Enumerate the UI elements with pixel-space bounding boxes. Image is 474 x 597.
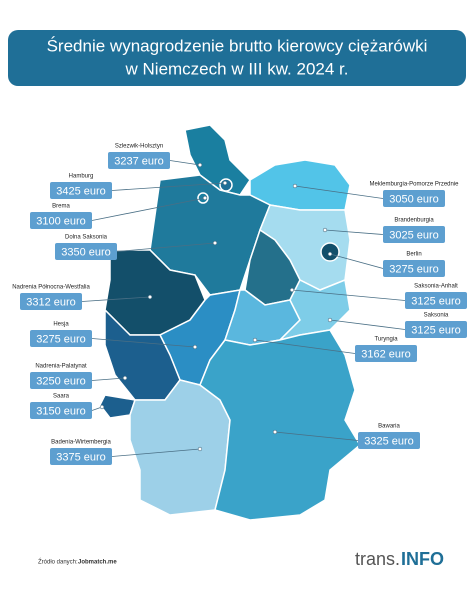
value-box	[30, 402, 92, 419]
region-value: 3425 euro	[56, 185, 106, 197]
region-value: 3150 euro	[36, 405, 86, 417]
region-shape	[129, 379, 231, 516]
region-name: Badenia-Wirtembergia	[51, 440, 111, 446]
region-value: 3350 euro	[61, 246, 111, 258]
leader-dot	[322, 227, 328, 233]
leader-dot	[99, 404, 105, 410]
region-name: Berlin	[406, 252, 421, 258]
region-name: Nadrenia-Palatynat	[35, 364, 87, 370]
value-box	[383, 226, 445, 243]
leader-dot	[327, 251, 333, 257]
value-box	[30, 372, 92, 389]
logo: trans.	[355, 549, 400, 569]
leader-line	[91, 338, 196, 348]
leader-line	[324, 229, 384, 235]
leader-dot	[197, 162, 203, 168]
leader-dot	[197, 446, 203, 452]
region-value: 3162 euro	[361, 348, 411, 360]
leader-line	[294, 185, 384, 199]
region-shape	[99, 394, 136, 419]
region-value: 3050 euro	[389, 193, 439, 205]
value-box	[383, 190, 445, 207]
logo: INFO	[401, 549, 444, 569]
region-value: 3312 euro	[26, 296, 76, 308]
value-box	[383, 260, 445, 277]
source: Jobmatch.me	[78, 560, 117, 566]
value-box	[20, 293, 82, 310]
value-box	[55, 243, 117, 260]
value-box	[405, 321, 467, 338]
leader-line	[111, 448, 201, 457]
leader-line	[169, 160, 201, 166]
region-name: Brandenburgia	[394, 218, 434, 224]
leader-dot	[147, 294, 153, 300]
value-box	[30, 212, 92, 229]
region-value: 3275 euro	[36, 333, 86, 345]
region-shape	[199, 329, 361, 521]
region-name: Saksonia-Anhalt	[414, 284, 458, 290]
leader-line	[329, 253, 384, 269]
region-value: 3275 euro	[389, 263, 439, 275]
leader-line	[274, 431, 359, 441]
labels: Szlezwik-Holsztyn 3237 euro Hamburg 3425 eu…	[12, 144, 467, 465]
value-box	[108, 152, 170, 169]
title-banner	[8, 30, 466, 86]
leader-dot	[272, 429, 278, 435]
leader-dot	[122, 375, 128, 381]
leader-dot	[202, 195, 208, 201]
map	[99, 124, 361, 521]
region-name: Nadrenia Północna-Westfalia	[12, 285, 90, 291]
value-box	[355, 345, 417, 362]
region-name: Bawaria	[378, 424, 400, 430]
leader-line	[254, 339, 356, 354]
leader-line	[329, 319, 406, 330]
region-value: 3325 euro	[364, 435, 414, 447]
region-name: Saara	[53, 394, 70, 400]
leader-dot	[212, 240, 218, 246]
region-value: 3237 euro	[114, 155, 164, 167]
leader-dot	[222, 180, 228, 186]
leader-dot	[327, 317, 333, 323]
title-line: w Niemczech w III kw. 2024 r.	[125, 59, 349, 78]
leader-dot	[192, 344, 198, 350]
region-value: 3125 euro	[411, 295, 461, 307]
leader-line	[81, 296, 151, 302]
leader-line	[91, 377, 126, 381]
region-shape	[277, 278, 351, 342]
region-name: Turyngia	[374, 337, 398, 343]
value-box	[405, 292, 467, 309]
region-value: 3100 euro	[36, 215, 86, 227]
source-label: Źródło danych:	[38, 559, 78, 566]
leader-dot	[292, 183, 298, 189]
region-name: Hamburg	[69, 174, 94, 180]
title-line: Średnie wynagrodzenie brutto kierowcy ci…	[47, 36, 428, 55]
leader-line	[111, 182, 226, 191]
region-name: Saksonia	[424, 313, 449, 319]
region-value: 3125 euro	[411, 324, 461, 336]
value-box	[358, 432, 420, 449]
leader-dot	[252, 337, 258, 343]
region-name: Hesja	[53, 322, 69, 328]
leader-line	[116, 242, 216, 252]
value-box	[50, 182, 112, 199]
region-name: Dolna Saksonia	[65, 235, 108, 241]
region-name: Meklemburgia-Pomorze Przednie	[369, 182, 459, 188]
region-value: 3375 euro	[56, 451, 106, 463]
leader-line	[291, 289, 406, 301]
leader-dot	[289, 287, 295, 293]
region-name: Brema	[52, 204, 70, 210]
region-shape	[219, 178, 233, 192]
region-value: 3250 euro	[36, 375, 86, 387]
value-box	[50, 448, 112, 465]
region-value: 3025 euro	[389, 229, 439, 241]
leader-line	[91, 197, 206, 221]
region-shape	[184, 124, 251, 196]
value-box	[30, 330, 92, 347]
region-name: Szlezwik-Holsztyn	[115, 144, 163, 150]
